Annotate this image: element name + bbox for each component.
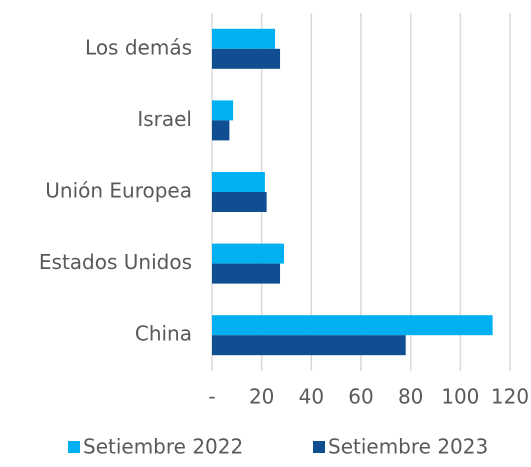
bar [212, 192, 267, 212]
x-tick-label: 20 [249, 385, 274, 409]
y-tick-label: Los demás [85, 35, 192, 59]
y-tick-label: Estados Unidos [39, 250, 192, 274]
x-tick-label: 120 [491, 385, 529, 409]
x-tick-label: - [208, 385, 215, 409]
x-tick-label: 100 [441, 385, 479, 409]
y-tick-label: China [135, 322, 192, 346]
bar [212, 28, 276, 49]
bar [212, 48, 281, 69]
y-tick-label: Israel [137, 107, 192, 131]
x-tick-label: 40 [299, 385, 324, 409]
bar [212, 243, 285, 264]
legend-label: Setiembre 2022 [83, 435, 243, 459]
bar [212, 315, 493, 336]
bar [212, 120, 230, 141]
y-tick-label: Unión Europea [45, 179, 192, 203]
legend-swatch [313, 441, 325, 453]
bar [212, 172, 265, 192]
bar [212, 263, 281, 284]
legend-swatch [68, 441, 80, 453]
x-tick-label: 80 [398, 385, 423, 409]
legend-label: Setiembre 2023 [328, 435, 488, 459]
bar [212, 335, 406, 356]
bar [212, 100, 234, 121]
x-tick-label: 60 [348, 385, 373, 409]
